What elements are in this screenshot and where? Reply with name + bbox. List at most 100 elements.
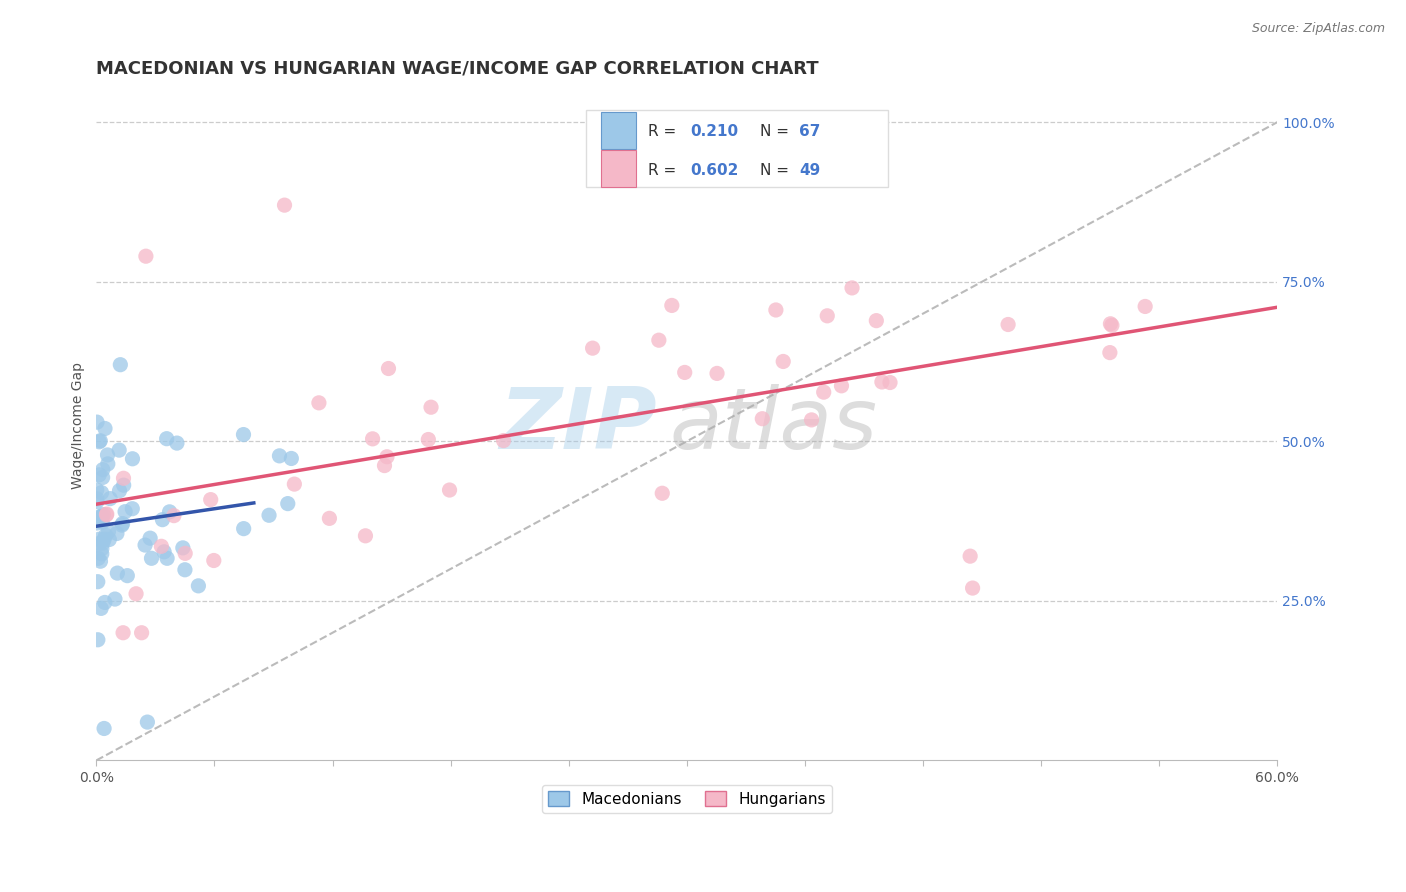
Point bbox=[172, 541, 194, 555]
Point bbox=[200, 492, 222, 507]
Point bbox=[114, 505, 136, 519]
Point bbox=[87, 632, 110, 647]
Point bbox=[91, 463, 114, 477]
Point bbox=[89, 434, 111, 448]
Point bbox=[308, 396, 330, 410]
Point bbox=[98, 533, 121, 547]
Point bbox=[98, 491, 121, 506]
Point bbox=[377, 361, 399, 376]
Point bbox=[134, 538, 156, 552]
Point bbox=[112, 625, 135, 640]
Point bbox=[163, 508, 186, 523]
Point bbox=[136, 715, 159, 730]
Point bbox=[152, 513, 174, 527]
Point bbox=[93, 508, 115, 522]
Point bbox=[174, 546, 197, 560]
Point bbox=[94, 595, 117, 609]
Point bbox=[581, 341, 603, 355]
Point bbox=[91, 470, 114, 484]
Point bbox=[751, 411, 773, 425]
Point bbox=[86, 491, 108, 506]
Point bbox=[97, 457, 120, 471]
Point bbox=[354, 529, 377, 543]
Point bbox=[111, 516, 134, 531]
Point bbox=[86, 494, 108, 508]
Text: 49: 49 bbox=[799, 163, 820, 178]
Point bbox=[150, 539, 173, 553]
Point bbox=[870, 375, 893, 389]
Point bbox=[283, 477, 305, 491]
Point bbox=[156, 432, 179, 446]
Point bbox=[765, 303, 787, 318]
Point bbox=[87, 551, 110, 566]
Text: ZIP: ZIP bbox=[499, 384, 657, 467]
Point bbox=[202, 553, 225, 567]
Point bbox=[89, 554, 111, 568]
Point bbox=[90, 541, 112, 556]
Point bbox=[232, 522, 254, 536]
Point bbox=[673, 366, 696, 380]
Point bbox=[166, 436, 188, 450]
FancyBboxPatch shape bbox=[600, 150, 636, 187]
Point bbox=[131, 625, 153, 640]
Point bbox=[112, 471, 135, 485]
FancyBboxPatch shape bbox=[600, 112, 636, 149]
Text: Source: ZipAtlas.com: Source: ZipAtlas.com bbox=[1251, 22, 1385, 36]
Point bbox=[174, 563, 197, 577]
Point bbox=[96, 507, 118, 521]
Point bbox=[813, 385, 835, 400]
Point bbox=[1098, 345, 1121, 359]
Point bbox=[318, 511, 340, 525]
Text: MACEDONIAN VS HUNGARIAN WAGE/INCOME GAP CORRELATION CHART: MACEDONIAN VS HUNGARIAN WAGE/INCOME GAP … bbox=[97, 60, 818, 78]
Point bbox=[111, 518, 134, 533]
Point bbox=[108, 483, 131, 498]
Text: atlas: atlas bbox=[669, 384, 877, 467]
Point bbox=[1101, 318, 1123, 333]
Point bbox=[815, 309, 838, 323]
Point bbox=[125, 587, 148, 601]
Point bbox=[772, 354, 794, 368]
Point bbox=[141, 551, 163, 566]
Point bbox=[121, 501, 143, 516]
Point bbox=[93, 722, 115, 736]
Point bbox=[159, 505, 181, 519]
Text: N =: N = bbox=[761, 125, 794, 139]
Point bbox=[97, 524, 120, 539]
Point bbox=[830, 379, 852, 393]
Point bbox=[86, 483, 108, 497]
Point bbox=[375, 450, 398, 464]
Point bbox=[91, 515, 114, 529]
Point bbox=[96, 508, 118, 522]
Point bbox=[661, 298, 683, 312]
Text: N =: N = bbox=[761, 163, 794, 178]
Point bbox=[112, 478, 135, 492]
Point bbox=[105, 566, 128, 581]
Point bbox=[91, 536, 114, 550]
Point bbox=[273, 198, 295, 212]
Point bbox=[93, 532, 115, 546]
Y-axis label: Wage/Income Gap: Wage/Income Gap bbox=[72, 362, 86, 489]
Point bbox=[420, 401, 443, 415]
Point bbox=[87, 574, 110, 589]
Point bbox=[117, 568, 139, 582]
Point bbox=[1133, 300, 1156, 314]
Legend: Macedonians, Hungarians: Macedonians, Hungarians bbox=[541, 785, 832, 813]
FancyBboxPatch shape bbox=[586, 111, 887, 187]
Point bbox=[156, 551, 179, 566]
Point bbox=[90, 601, 112, 615]
Point bbox=[879, 376, 901, 390]
Point bbox=[121, 451, 143, 466]
Point bbox=[86, 516, 108, 530]
Point bbox=[90, 485, 112, 500]
Point bbox=[89, 467, 111, 482]
Point bbox=[187, 579, 209, 593]
Point bbox=[865, 313, 887, 327]
Point bbox=[232, 427, 254, 442]
Point bbox=[997, 318, 1019, 332]
Point bbox=[706, 367, 728, 381]
Text: 67: 67 bbox=[799, 125, 820, 139]
Point bbox=[89, 509, 111, 524]
Point bbox=[648, 333, 671, 347]
Point bbox=[105, 526, 128, 541]
Point bbox=[89, 533, 111, 547]
